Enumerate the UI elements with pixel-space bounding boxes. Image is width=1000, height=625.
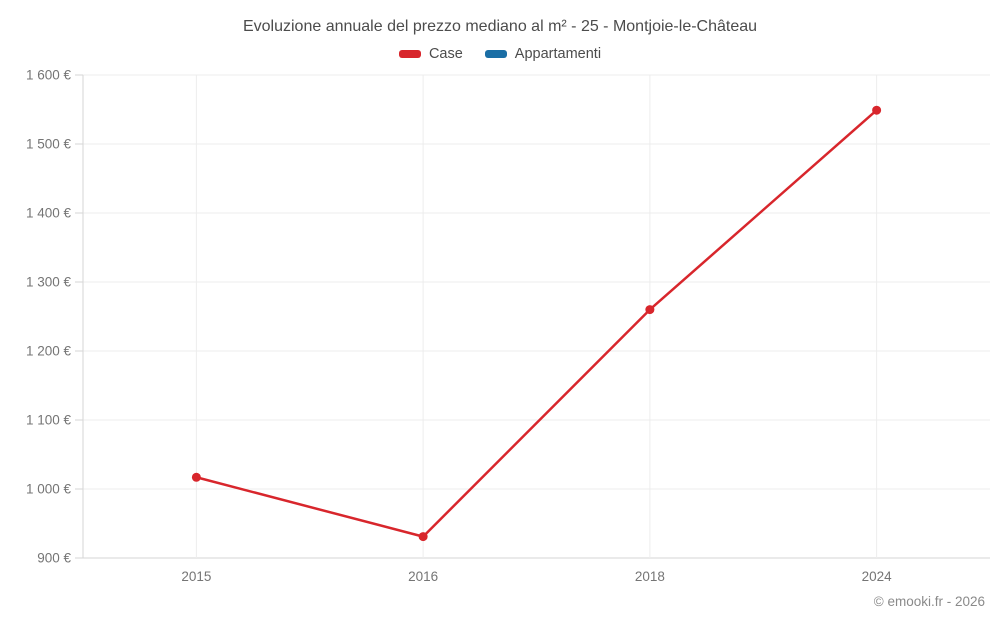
legend-swatch-case xyxy=(398,50,421,58)
legend-label-appartamenti: Appartamenti xyxy=(514,46,602,62)
x-axis-tick-label: 2015 xyxy=(181,569,211,584)
y-axis-tick-label: 900 € xyxy=(37,551,71,566)
legend-label-case: Case xyxy=(428,46,463,62)
chart-legend: Case Appartamenti xyxy=(0,46,1000,62)
y-axis-tick-label: 1 100 € xyxy=(26,413,72,428)
y-axis-tick-label: 1 200 € xyxy=(26,344,72,359)
series-line-case xyxy=(195,108,878,538)
y-axis-tick-label: 1 600 € xyxy=(26,68,72,83)
x-axis-tick-label: 2024 xyxy=(862,569,893,584)
legend-swatch-appartamenti xyxy=(484,50,507,58)
y-axis-tick-label: 1 300 € xyxy=(26,275,72,290)
chart-title: Evoluzione annuale del prezzo mediano al… xyxy=(242,18,758,35)
data-point-case[interactable] xyxy=(418,532,428,542)
y-axis-tick-label: 1 400 € xyxy=(26,206,72,221)
x-axis-tick-label: 2018 xyxy=(635,569,665,584)
data-point-case[interactable] xyxy=(872,105,882,115)
x-axis-tick-label: 2016 xyxy=(408,569,438,584)
copyright-footer: © emooki.fr - 2026 xyxy=(873,594,985,609)
data-point-case[interactable] xyxy=(191,472,201,482)
y-axis-tick-label: 1 000 € xyxy=(26,482,72,497)
y-axis-tick-label: 1 500 € xyxy=(26,137,72,152)
legend-item-case[interactable]: Case xyxy=(398,46,463,62)
data-point-case[interactable] xyxy=(645,305,655,315)
legend-item-appartamenti[interactable]: Appartamenti xyxy=(484,46,602,62)
